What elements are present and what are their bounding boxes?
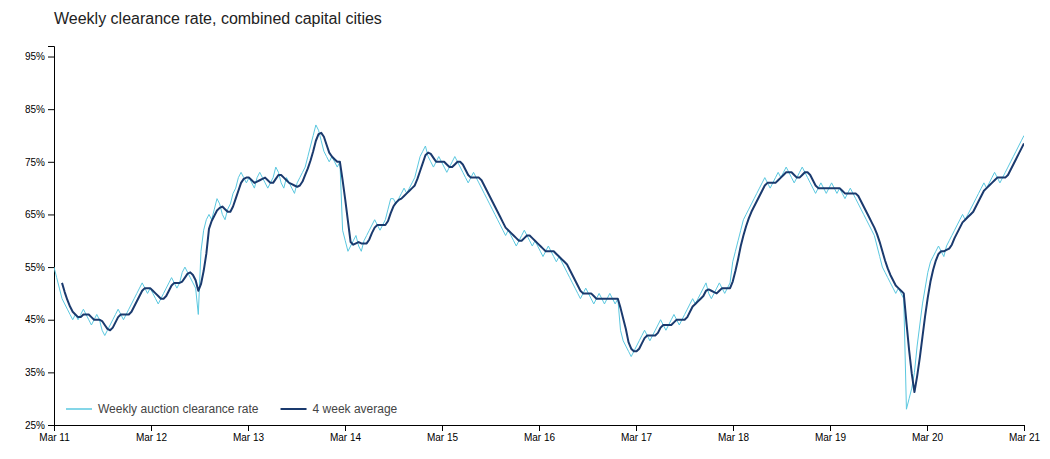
legend-label: 4 week average [313,402,398,416]
y-axis-tick: 75% [25,157,54,168]
x-axis-line [55,426,1025,432]
chart-title: Weekly clearance rate, combined capital … [54,10,382,27]
y-axis-tick-label: 75% [25,157,45,168]
legend-swatch [66,408,92,410]
legend-label: Weekly auction clearance rate [98,402,259,416]
x-axis-tick: Mar 17 [621,425,653,443]
y-axis-tick-mark [48,214,54,215]
legend-item: 4 week average [281,402,398,416]
y-axis-line [48,47,55,426]
y-axis-tick: 95% [25,51,54,62]
x-axis-tick: Mar 16 [524,425,556,443]
y-axis-tick: 25% [25,420,54,431]
y-axis-tick-mark [48,109,54,110]
y-axis-tick: 45% [25,314,54,325]
x-axis-tick: Mar 20 [912,425,944,443]
x-axis: Mar 11 Mar 12 Mar 13 Mar 14 Mar 15 Mar 16 Mar … [39,425,1040,443]
y-axis-tick-mark [48,57,54,58]
x-axis-tick-mark [1024,425,1025,431]
y-axis-tick: 85% [25,104,54,115]
x-axis-tick: Mar 19 [815,425,847,443]
legend-swatch [281,408,307,410]
x-axis-tick-label: Mar 14 [330,432,362,443]
y-axis-tick-mark [48,320,54,321]
x-axis-tick: Mar 18 [718,425,750,443]
plot-root: Mar 11 Mar 12 Mar 13 Mar 14 Mar 15 Mar 16 Mar … [25,47,1041,444]
y-axis-tick-label: 55% [25,262,45,273]
marks [54,125,1024,409]
series-line [54,125,1024,409]
x-axis-tick-label: Mar 20 [912,432,944,443]
y-axis-tick-label: 25% [25,420,45,431]
x-axis-tick-mark [927,425,928,431]
x-axis-tick-mark [539,425,540,431]
x-axis-tick-label: Mar 19 [815,432,847,443]
x-axis-tick-label: Mar 21 [1009,432,1041,443]
x-axis-tick-label: Mar 12 [136,432,168,443]
y-axis-tick-label: 85% [25,104,45,115]
y-axis-tick: 65% [25,209,54,220]
y-axis-tick-label: 35% [25,367,45,378]
y-axis-tick-label: 65% [25,209,45,220]
x-axis-tick-label: Mar 13 [233,432,265,443]
x-axis-tick: Mar 12 [136,425,168,443]
x-axis-tick-mark [151,425,152,431]
chart-container: Mar 11 Mar 12 Mar 13 Mar 14 Mar 15 Mar 16 Mar … [0,0,1050,459]
y-axis-tick-label: 45% [25,314,45,325]
x-axis-tick-label: Mar 11 [39,432,70,443]
y-axis-tick-label: 95% [25,51,45,62]
x-axis-tick-mark [345,425,346,431]
x-axis-tick-mark [733,425,734,431]
y-axis-tick-mark [48,162,54,163]
x-axis-tick: Mar 14 [330,425,362,443]
x-axis-tick: Mar 21 [1009,425,1041,443]
y-axis-tick: 35% [25,367,54,378]
legend-item: Weekly auction clearance rate [66,402,259,416]
x-axis-tick-label: Mar 17 [621,432,653,443]
x-axis-tick-mark [248,425,249,431]
x-axis-tick: Mar 15 [427,425,459,443]
y-axis-tick-mark [48,267,54,268]
x-axis-tick-mark [442,425,443,431]
y-axis: 25% 35% 45% 55% 65% 75% 85% 95% [25,47,55,431]
series-line [62,133,1024,392]
x-axis-tick-mark [830,425,831,431]
x-axis-tick-label: Mar 16 [524,432,556,443]
y-axis-tick-mark [48,425,54,426]
x-axis-tick-label: Mar 15 [427,432,459,443]
x-axis-tick: Mar 13 [233,425,265,443]
x-axis-tick-mark [636,425,637,431]
y-axis-tick: 55% [25,262,54,273]
y-axis-tick-mark [48,372,54,373]
x-axis-tick-label: Mar 18 [718,432,750,443]
chart-svg: Mar 11 Mar 12 Mar 13 Mar 14 Mar 15 Mar 16 Mar … [0,0,1050,459]
legend: Weekly auction clearance rate 4 week aver… [66,402,398,416]
